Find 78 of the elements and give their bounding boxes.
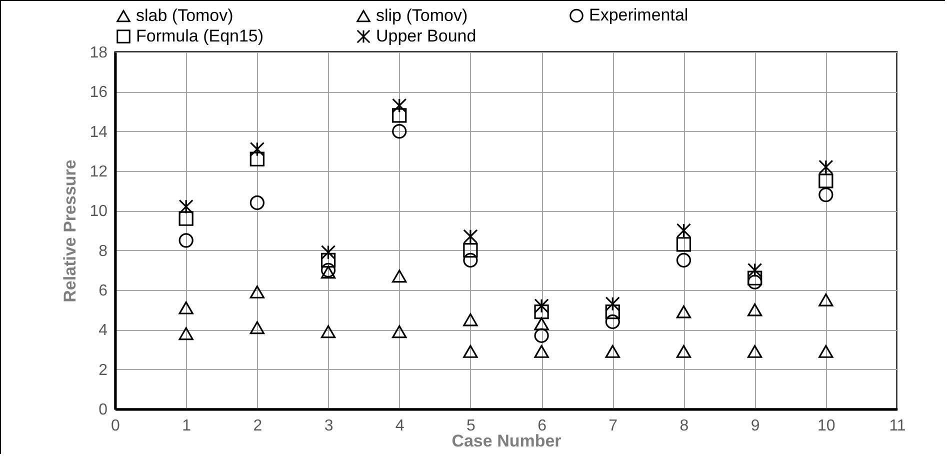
y-tick-label: 10: [90, 203, 108, 220]
point: [178, 199, 194, 214]
point: [392, 270, 407, 283]
point: [818, 345, 834, 358]
x-axis-title: Case Number: [452, 432, 562, 450]
point: [320, 262, 336, 278]
point: [463, 243, 478, 258]
y-tick-label: 16: [90, 84, 108, 102]
point: [392, 124, 407, 139]
x-tick-label: 10: [818, 418, 836, 434]
x-tick-label: 5: [466, 418, 476, 434]
x-tick-label: 9: [750, 418, 760, 434]
y-tick-label: 8: [98, 242, 108, 260]
point: [178, 211, 194, 226]
y-tick-label: 6: [98, 282, 108, 300]
point: [392, 325, 407, 338]
y-tick-label: 18: [90, 44, 108, 62]
point: [534, 317, 549, 330]
point: [676, 237, 692, 252]
point: [748, 303, 762, 316]
point: [250, 321, 264, 334]
point: [178, 327, 194, 340]
point: [748, 262, 762, 278]
point: [178, 301, 194, 314]
point: [676, 223, 692, 238]
point: [534, 304, 549, 320]
point: [534, 298, 549, 314]
x-tick-label: 3: [324, 418, 334, 434]
x-tick-label: 8: [680, 418, 689, 434]
point: [250, 195, 264, 210]
x-tick-label: 2: [253, 418, 262, 434]
y-tick-label: 2: [98, 362, 108, 379]
y-tick-label: 4: [98, 322, 108, 340]
legend-label: Experimental: [589, 6, 688, 25]
x-tick-label: 4: [395, 418, 404, 434]
point: [320, 266, 336, 279]
x-tick-label: 6: [538, 418, 547, 434]
legend-label: Upper Bound: [376, 26, 476, 46]
point: [605, 296, 620, 312]
legend-label: Formula (Eqn15): [136, 26, 264, 46]
x-tick-label: 11: [889, 418, 906, 434]
point: [320, 252, 336, 268]
point: [748, 274, 762, 290]
point: [605, 314, 620, 330]
legend-label: slip (Tomov): [376, 6, 468, 26]
x-tick-label: 7: [608, 418, 618, 434]
legend-label: slab (Tomov): [136, 6, 234, 26]
y-axis-title: Relative Pressure: [60, 160, 80, 302]
point: [250, 286, 264, 298]
point: [320, 245, 336, 260]
point: [463, 313, 478, 326]
x-tick-label: 0: [111, 418, 120, 434]
point: [818, 187, 834, 202]
y-tick-label: 12: [90, 164, 108, 180]
point: [818, 293, 834, 306]
point: [534, 345, 549, 358]
y-tick-label: 0: [98, 402, 108, 418]
point: [463, 252, 478, 268]
y-tick-label: 14: [90, 124, 108, 141]
point: [818, 160, 834, 174]
x-tick-label: 1: [182, 418, 192, 434]
point: [178, 233, 194, 248]
point: [463, 229, 478, 244]
point: [605, 345, 620, 358]
point: [748, 345, 762, 358]
point: [463, 345, 478, 358]
point: [676, 252, 692, 268]
point: [392, 98, 407, 113]
point: [392, 108, 407, 123]
point: [748, 270, 762, 286]
point: [676, 345, 692, 358]
point: [818, 174, 834, 188]
point: [605, 304, 620, 320]
point: [676, 305, 692, 318]
point: [320, 325, 336, 338]
point: [534, 328, 549, 343]
point: [250, 142, 264, 156]
point: [250, 152, 264, 166]
